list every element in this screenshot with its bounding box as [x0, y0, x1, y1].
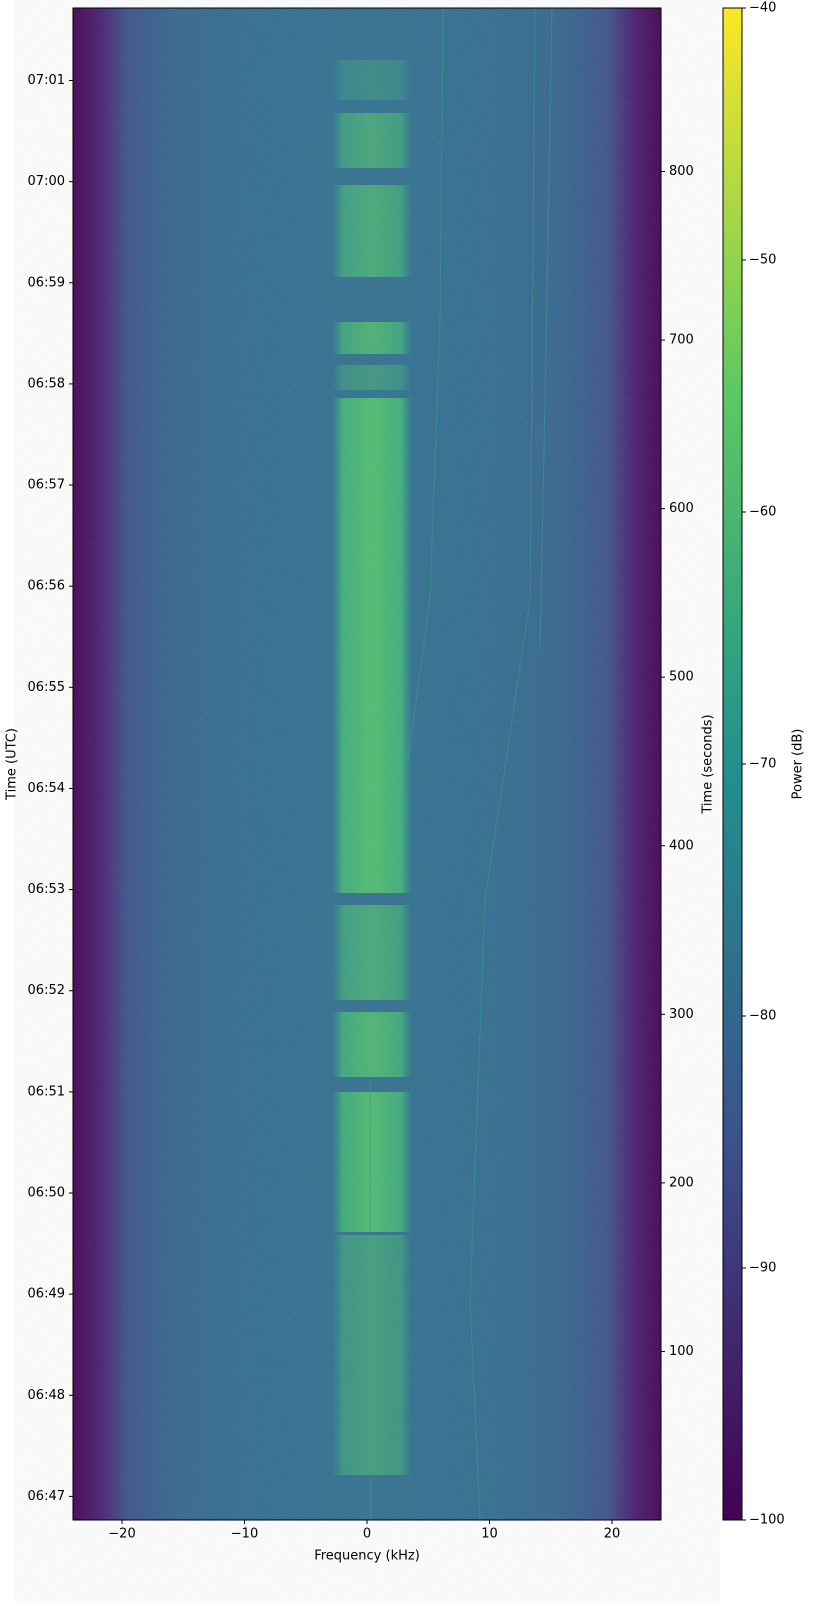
y-tick-label: 07:00	[28, 174, 65, 189]
x-tick-label: −20	[108, 1527, 135, 1542]
colorbar-label: Power (dB)	[791, 729, 806, 800]
y2-tick-label: 400	[669, 838, 694, 853]
x-tick-label: 10	[481, 1527, 498, 1542]
colorbar-tick-label: −100	[749, 1513, 785, 1528]
y2-tick-label: 700	[669, 333, 694, 348]
y-axis-label: Time (UTC)	[5, 728, 20, 801]
x-axis-label: Frequency (kHz)	[314, 1549, 420, 1564]
y-tick-label: 06:47	[28, 1489, 65, 1504]
x-tick-label: 0	[363, 1527, 371, 1542]
y2-tick-label: 800	[669, 164, 694, 179]
y-tick-label: 06:49	[28, 1287, 65, 1302]
colorbar-tick-label: −80	[749, 1009, 776, 1024]
y-tick-label: 06:59	[28, 275, 65, 290]
y-tick-label: 06:58	[28, 376, 65, 391]
colorbar-tick-label: −70	[749, 757, 776, 772]
y2-tick-label: 100	[669, 1344, 694, 1359]
y-tick-label: 06:54	[28, 781, 65, 796]
y2-tick-label: 200	[669, 1175, 694, 1190]
y2-tick-label: 500	[669, 670, 694, 685]
y-tick-label: 06:52	[28, 983, 65, 998]
x-tick-label: −10	[231, 1527, 258, 1542]
colorbar-tick-label: −90	[749, 1261, 776, 1276]
y-tick-label: 06:48	[28, 1388, 65, 1403]
y-tick-label: 06:50	[28, 1185, 65, 1200]
y2-axis-label: Time (seconds)	[701, 714, 716, 814]
y-tick-label: 06:53	[28, 882, 65, 897]
colorbar-tick-label: −50	[749, 253, 776, 268]
y-tick-label: 07:01	[28, 73, 65, 88]
x-tick-label: 20	[604, 1527, 621, 1542]
y-tick-label: 06:55	[28, 680, 65, 695]
colorbar-tick-label: −60	[749, 505, 776, 520]
colorbar	[722, 7, 743, 1521]
y-tick-label: 06:51	[28, 1084, 65, 1099]
colorbar-tick-label: −40	[749, 1, 776, 16]
y-tick-label: 06:57	[28, 478, 65, 493]
y2-tick-label: 300	[669, 1007, 694, 1022]
y-tick-label: 06:56	[28, 579, 65, 594]
y2-tick-label: 600	[669, 501, 694, 516]
spectrogram	[72, 7, 662, 1521]
